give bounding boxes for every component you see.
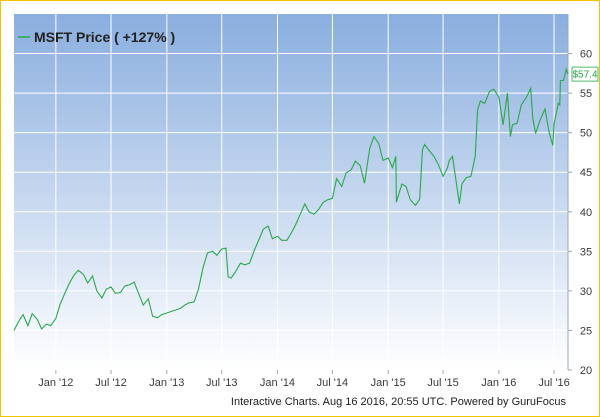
x-tick-label: Jan '15 bbox=[371, 377, 406, 389]
y-tick-label: 20 bbox=[580, 365, 592, 377]
last-value-marker: $57.4 bbox=[571, 66, 599, 82]
y-tick-label: 35 bbox=[580, 246, 592, 258]
x-tick-label: Jul '16 bbox=[538, 377, 569, 389]
y-tick-label: 60 bbox=[580, 49, 592, 61]
y-tick-label: 40 bbox=[580, 207, 592, 219]
x-tick-label: Jul '13 bbox=[206, 377, 237, 389]
x-tick-label: Jan '16 bbox=[481, 377, 516, 389]
vertical-gridlines bbox=[55, 14, 555, 370]
x-tick-label: Jan '14 bbox=[260, 377, 295, 389]
last-value-box bbox=[571, 66, 599, 82]
x-tick-label: Jan '12 bbox=[38, 377, 73, 389]
x-tick-label: Jul '12 bbox=[95, 377, 126, 389]
y-tick-label: 25 bbox=[580, 325, 592, 337]
x-axis-ticks: Jan '12 Jul '12 Jan '13 Jul '13 Jan '14 Jul '… bbox=[38, 370, 570, 389]
y-axis-ticks: 20 25 30 35 40 45 50 55 60 bbox=[568, 49, 592, 377]
x-tick-label: Jul '15 bbox=[427, 377, 458, 389]
y-tick-label: 45 bbox=[580, 167, 592, 179]
legend[interactable]: MSFT Price ( +127% ) bbox=[18, 29, 175, 45]
series-line-msft[interactable] bbox=[13, 67, 569, 331]
x-tick-label: Jul '14 bbox=[317, 377, 348, 389]
legend-label: MSFT Price ( +127% ) bbox=[34, 29, 175, 45]
x-tick-label: Jan '13 bbox=[149, 377, 184, 389]
chart-credit: Interactive Charts. Aug 16 2016, 20:55 U… bbox=[231, 396, 567, 408]
last-value-label: $57.4 bbox=[572, 70, 597, 81]
y-tick-label: 55 bbox=[580, 88, 592, 100]
horizontal-gridlines bbox=[14, 53, 568, 371]
y-tick-label: 30 bbox=[580, 286, 592, 298]
y-tick-label: 50 bbox=[580, 128, 592, 140]
plot-area bbox=[14, 14, 568, 370]
